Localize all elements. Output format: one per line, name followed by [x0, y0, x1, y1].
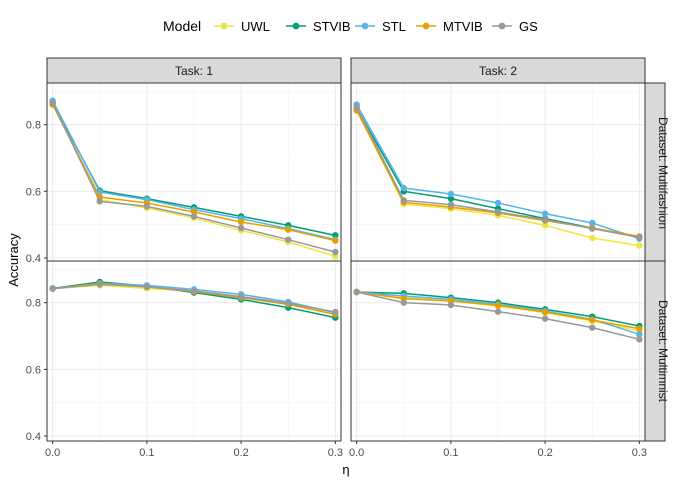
x-tick-label: 0.3 — [632, 447, 647, 459]
panels: Task: 1 Task: 2 Dataset: Multifashion Datas… — [26, 57, 670, 459]
strip-label: Task: 1 — [175, 64, 213, 78]
data-point — [636, 325, 643, 332]
data-point — [400, 184, 407, 192]
data-point — [541, 210, 549, 217]
strip-dataset-multimnist: Dataset: Multimnist — [644, 260, 670, 442]
strip-task-2: Task: 2 — [350, 57, 646, 84]
x-axis-title: η — [342, 462, 349, 477]
strip-dataset-multifashion: Dataset: Multifashion — [644, 82, 670, 264]
data-point — [353, 288, 360, 296]
strip-label: Dataset: Multimnist — [656, 300, 670, 403]
data-point — [49, 285, 56, 292]
data-point — [96, 198, 103, 205]
legend-title: Model — [163, 18, 201, 34]
data-point — [285, 226, 292, 233]
strip-task-1: Task: 1 — [46, 57, 342, 84]
legend-item-stl: STL — [355, 19, 406, 34]
series-gs — [49, 99, 339, 256]
data-point — [285, 236, 292, 243]
legend-marker — [292, 22, 300, 30]
y-tick-label: 0.8 — [26, 298, 41, 310]
legend-item-uwl: UWL — [214, 19, 270, 34]
legend-label: UWL — [241, 19, 270, 34]
data-point — [400, 197, 407, 204]
legend-marker — [422, 22, 430, 30]
data-point — [237, 218, 245, 226]
data-point — [541, 315, 549, 322]
panel-task-1-dataset-multimnist: 0.4 0.6 0.8 0.0 0.1 0.2 0.3 — [26, 260, 343, 459]
series-gs — [353, 104, 643, 241]
data-point — [49, 99, 56, 106]
y-tick-label: 0.4 — [26, 253, 41, 265]
data-point — [494, 302, 502, 309]
data-point — [143, 203, 151, 210]
data-point — [96, 281, 103, 288]
x-tick-label: 0.1 — [443, 447, 458, 459]
data-point — [494, 199, 502, 207]
data-point — [447, 201, 455, 208]
x-tick-label: 0.3 — [328, 447, 343, 459]
x-tick-label: 0.1 — [139, 447, 154, 459]
data-point — [589, 316, 596, 324]
data-point — [589, 234, 596, 242]
data-point — [190, 287, 198, 295]
data-point — [143, 283, 151, 290]
data-point — [494, 308, 502, 315]
strip-label: Task: 2 — [479, 64, 517, 78]
legend-marker — [361, 22, 369, 30]
data-point — [636, 336, 643, 343]
legend-item-gs: GS — [492, 19, 538, 34]
x-tick-label: 0.0 — [45, 447, 60, 459]
data-point — [332, 237, 339, 244]
legend-label: STL — [382, 19, 406, 34]
data-point — [237, 224, 245, 232]
legend-label: GS — [519, 19, 538, 34]
data-point — [541, 216, 549, 223]
legend-item-stvib: STVIB — [286, 19, 351, 34]
legend-item-mtvib: MTVIB — [416, 19, 483, 34]
legend-marker — [220, 22, 228, 30]
data-point — [636, 331, 643, 338]
data-point — [285, 300, 292, 307]
data-point — [447, 190, 455, 198]
legend-label: MTVIB — [443, 19, 483, 34]
y-tick-label: 0.4 — [26, 431, 41, 443]
data-point — [589, 219, 596, 227]
panel-border — [350, 260, 646, 442]
data-point — [447, 301, 455, 309]
strip-label: Dataset: Multifashion — [656, 117, 670, 229]
legend-marker — [498, 22, 506, 30]
series-gs — [353, 288, 643, 343]
data-point — [237, 293, 245, 300]
data-point — [541, 308, 549, 316]
y-tick-label: 0.6 — [26, 186, 41, 198]
data-point — [589, 225, 596, 232]
y-axis-title: Accuracy — [6, 233, 21, 287]
data-point — [589, 324, 596, 331]
data-point — [447, 195, 455, 202]
legend-label: STVIB — [313, 19, 351, 34]
data-point — [636, 234, 643, 241]
panel-task-1-dataset-multifashion: 0.4 0.6 0.8 — [26, 82, 342, 265]
data-point — [332, 308, 339, 316]
panel-task-2-dataset-multifashion — [350, 82, 646, 264]
series-gs — [49, 281, 339, 316]
legend: Model UWL STVIB STL MTVIB GS — [163, 18, 538, 34]
x-tick-label: 0.2 — [233, 447, 248, 459]
data-point — [636, 242, 643, 249]
data-point — [541, 222, 549, 229]
data-point — [353, 104, 360, 111]
x-tick-label: 0.2 — [537, 447, 552, 459]
y-tick-label: 0.6 — [26, 364, 41, 376]
panel-border — [46, 260, 342, 442]
panel-task-2-dataset-multimnist: 0.0 0.1 0.2 0.3 — [349, 260, 647, 459]
y-tick-label: 0.8 — [26, 120, 41, 132]
data-point — [190, 213, 198, 220]
data-point — [332, 248, 339, 256]
data-point — [400, 299, 407, 306]
data-point — [494, 208, 502, 216]
x-tick-label: 0.0 — [349, 447, 364, 459]
